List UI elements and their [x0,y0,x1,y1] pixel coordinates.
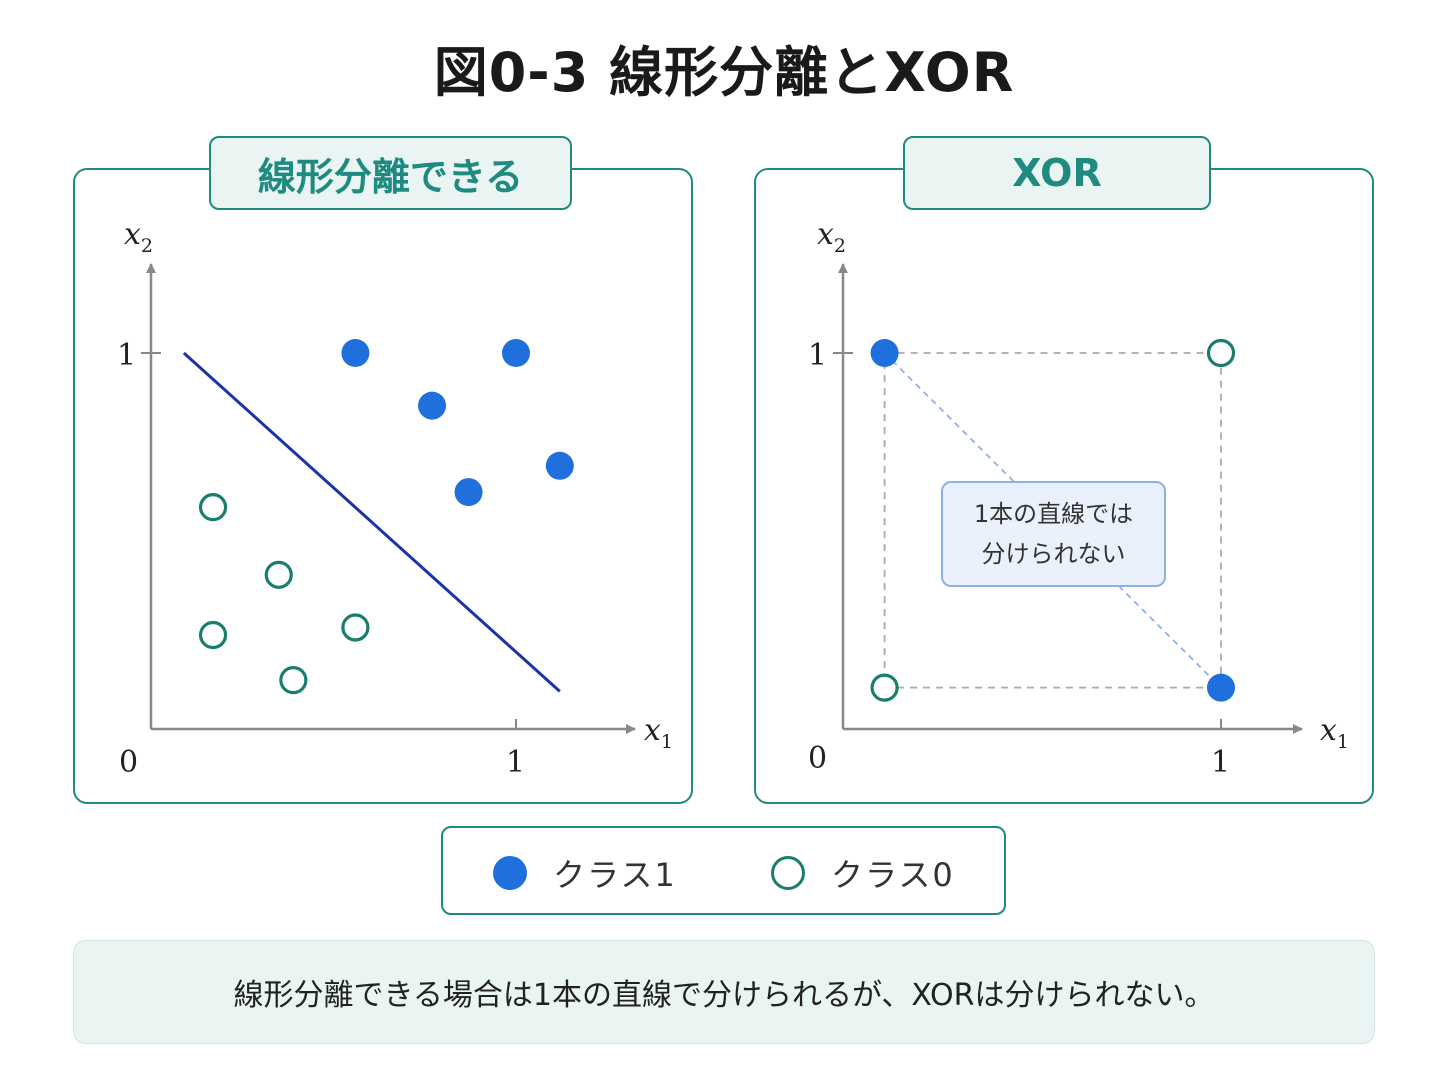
class1-point [418,391,447,420]
class1-point [545,451,574,480]
xor-dashed-square [883,352,1222,689]
class0-point [279,666,308,695]
y-axis-label: x2 [817,217,846,257]
callout-line-2: 分けられない [981,540,1126,568]
class0-point [1206,338,1236,368]
class0-point [198,620,228,650]
legend-label-class0: クラス0 [831,855,955,894]
origin-label: 0 [808,741,827,776]
y-tick-label: 1 [117,338,136,373]
xor-callout: 1本の直線では 分けられない [941,481,1166,587]
diagonal-dashed-line [883,352,1222,689]
class1-point [341,339,370,367]
class0-point [870,673,899,702]
callout-line-1: 1本の直線では [973,500,1134,528]
x-tick-label: 1 [1211,745,1230,780]
linear-separable-panel-label: 線形分離できる [209,136,572,210]
origin-label: 0 [119,745,138,780]
class0-point [198,493,228,522]
x-axis-label: x1 [644,713,673,753]
x-tick-label: 1 [506,745,525,780]
linear-separable-plot: 0 1 1 x1 x2 [117,217,673,780]
class1-point [1207,673,1235,702]
caption: 線形分離できる場合は1本の直線で分けられるが、XORは分けられない。 [73,940,1375,1044]
class1-point [870,339,899,367]
xor-data-marks [870,338,1236,702]
legend: クラス1 クラス0 [441,826,1006,915]
legend-item-class1: クラス1 [493,828,677,917]
figure-title: 図0-3 線形分離とXOR [433,41,1015,104]
y-tick-label: 1 [808,338,827,373]
hollow-circle-icon [771,855,805,890]
legend-item-class0: クラス0 [771,828,955,917]
xor-plot: 0 1 1 x1 x2 [808,217,1349,780]
y-axis-label: x2 [124,217,153,257]
class1-point [454,478,483,507]
class1-point [502,339,530,367]
left-data-marks [182,339,574,695]
class0-point [264,560,293,589]
xor-panel-label: XOR [903,136,1211,210]
class0-point [341,613,370,642]
filled-circle-icon [493,855,527,890]
legend-label-class1: クラス1 [553,855,677,894]
linear-separable-panel [73,168,693,804]
separator-line [182,351,561,693]
x-axis-label: x1 [1320,713,1349,753]
